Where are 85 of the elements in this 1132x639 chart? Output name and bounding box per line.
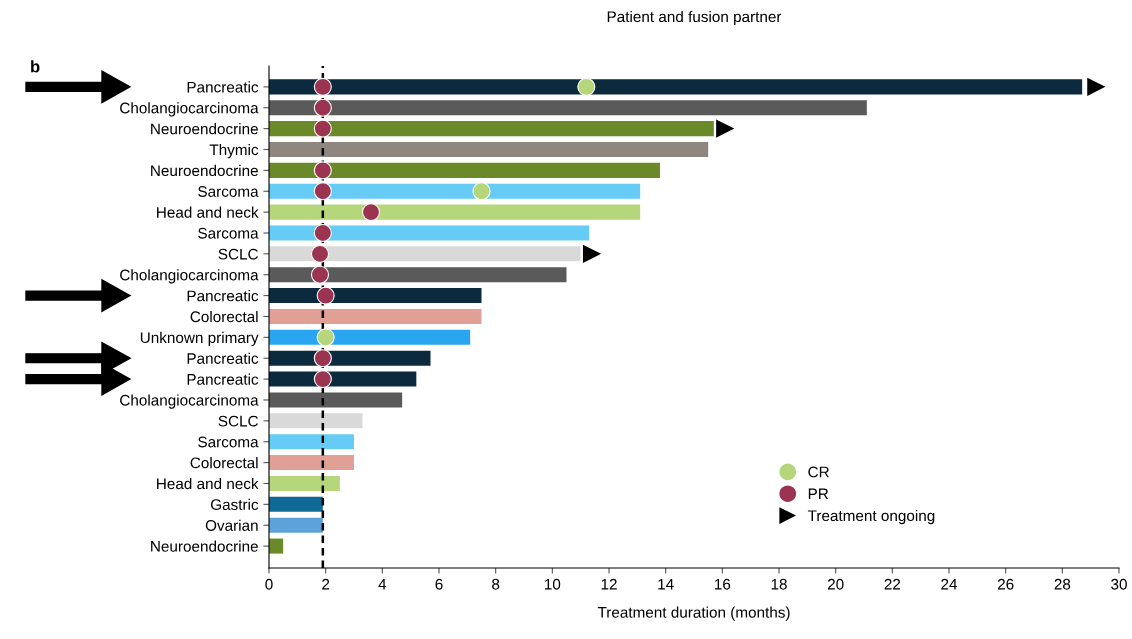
x-tick-label: 6 [435,578,443,590]
point [472,182,491,201]
x-tick-label: 0 [265,578,273,590]
x-tick-label: 28 [1054,578,1071,590]
y-tick-label: Head and neck [157,477,259,490]
y-tick-label: Neuroendocrine [151,540,258,552]
bar [269,100,867,116]
y-tick-label: Neuroendocrine [151,123,258,135]
y-tick-label: SCLC [218,248,258,260]
legend-label: PR [808,488,829,500]
point [313,182,332,201]
y-tick-label: Thymic [209,143,259,159]
bar [269,246,581,262]
y-tick-label: Pancreatic [187,373,259,385]
x-tick-label: 24 [941,578,958,590]
y-tick-label: Cholangiocarcinoma [120,394,259,409]
y-tick-label: Sarcoma [198,186,259,197]
bar [269,79,1083,95]
bar [269,121,714,137]
bar [269,225,590,241]
bar [269,517,323,533]
bar [269,308,482,324]
point [313,349,332,368]
bar [269,329,471,345]
bar [269,413,363,429]
bar [269,538,284,554]
legend-label: Treatment ongoing [807,509,935,525]
x-tick-label: 10 [545,578,561,590]
bar [269,455,354,471]
x-tick-label: 20 [827,578,844,590]
y-tick-label: Colorectal [190,457,258,469]
bar [269,350,431,366]
y-tick-label: Ovarian [205,519,258,531]
point [313,161,332,180]
y-tick-label: Pancreatic [187,352,259,364]
bar [269,434,354,450]
y-tick-label: Colorectal [190,310,258,323]
y-tick-label: Head and neck [157,206,259,218]
point [316,328,335,347]
x-tick-label: 18 [771,578,787,590]
x-axis-title: Treatment duration (months) [597,606,790,621]
x-tick-label: 12 [601,578,617,590]
bar [269,475,340,491]
text: b [31,60,40,73]
chart-title: Patient and fusion partner [607,10,782,26]
y-tick-label: Pancreatic [187,290,259,302]
y-tick-label: Cholangiocarcinoma [120,269,259,284]
point [582,244,602,263]
point [313,370,332,389]
bar [269,392,403,408]
x-tick-label: 26 [997,578,1014,590]
x-tick-label: 2 [322,578,330,590]
point [577,77,596,96]
point [1087,77,1106,96]
point [313,223,332,243]
y-tick-label: Gastric [210,498,259,511]
y-tick-label: SCLC [218,415,258,427]
y-tick-label: Sarcoma [198,436,259,448]
point [313,98,332,117]
x-tick-label: 30 [1111,578,1127,590]
x-tick-label: 22 [884,578,901,590]
bar [269,288,482,304]
x-tick-label: 4 [378,578,387,590]
y-tick-label: Cholangiocarcinoma [120,102,259,117]
y-tick-label: Unknown primary [140,331,259,347]
bar [269,496,323,512]
x-tick-label: 8 [492,578,500,590]
point [716,119,735,138]
point [310,265,330,284]
bar [269,162,660,178]
bar [269,267,567,283]
y-tick-label: Sarcoma [198,227,259,239]
point [361,203,381,222]
x-tick-label: 16 [715,578,731,590]
point [313,77,332,96]
bar [269,204,641,220]
y-tick-label: Pancreatic [187,81,259,93]
point [310,244,330,263]
bar [269,183,641,199]
x-tick-label: 14 [658,578,674,590]
legend-label: CR [808,466,829,478]
point [316,286,335,305]
bar [269,141,709,158]
point [313,119,332,138]
y-tick-label: Neuroendocrine [151,164,258,177]
